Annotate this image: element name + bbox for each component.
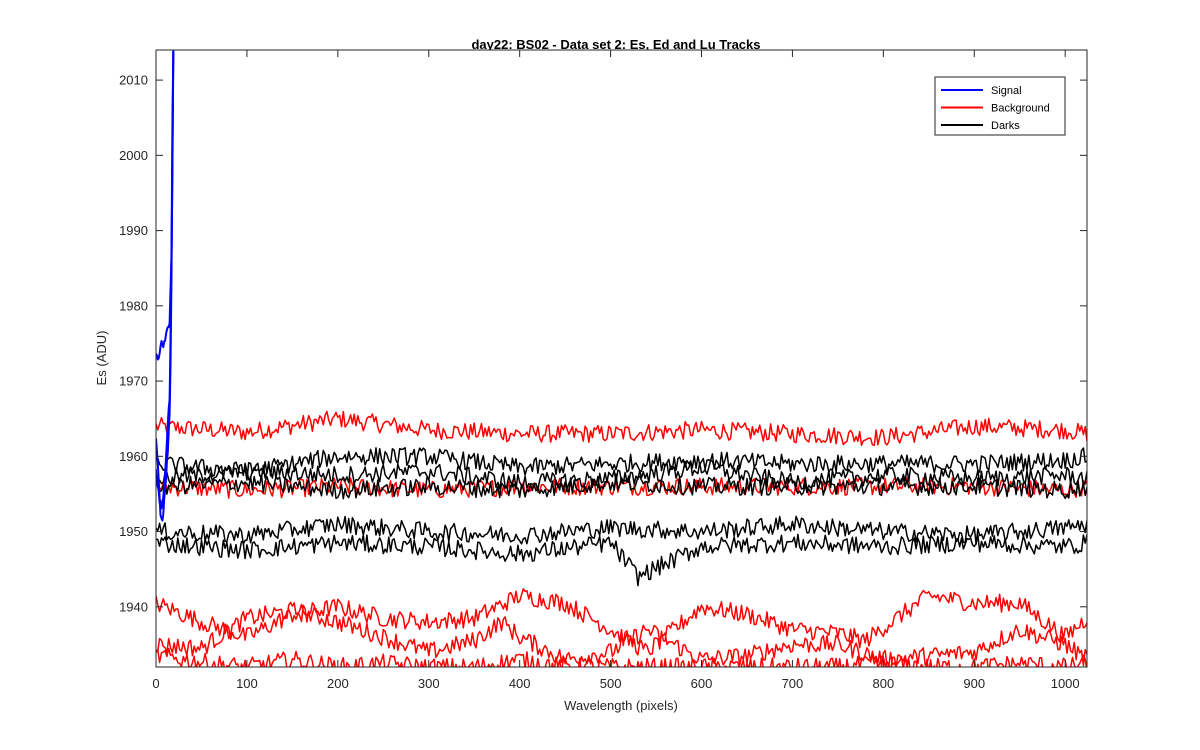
series-line-darks — [156, 515, 1087, 545]
plot-area — [156, 50, 1087, 667]
y-tick-label: 2000 — [119, 148, 148, 163]
x-tick-label: 1000 — [1051, 676, 1080, 691]
x-tick-label: 900 — [963, 676, 985, 691]
x-tick-label: 200 — [327, 676, 349, 691]
x-tick-label: 600 — [691, 676, 713, 691]
y-tick-label: 1970 — [119, 374, 148, 389]
x-tick-label: 500 — [600, 676, 622, 691]
axes-layer: 0 100 200 300 400 500 600 700 800 900 1000 1940 1950… — [119, 50, 1087, 691]
y-tick-label: 1980 — [119, 298, 148, 313]
series-line-background — [156, 601, 1087, 667]
y-tick-label: 1990 — [119, 223, 148, 238]
x-axis-label: Wavelength (pixels) — [564, 698, 678, 713]
series-line-darks — [156, 473, 1087, 500]
y-tick-label: 1950 — [119, 524, 148, 539]
series-layer — [156, 50, 1087, 667]
plot-frame — [155, 49, 1088, 668]
y-tick-label: 1940 — [119, 599, 148, 614]
legend-label: Background — [991, 103, 1050, 115]
x-tick-label: 300 — [418, 676, 440, 691]
x-tick-label: 400 — [509, 676, 531, 691]
series-line-darks — [156, 459, 1087, 492]
series-line-darks — [156, 447, 1087, 481]
series-line-background — [156, 410, 1087, 447]
series-line-signal — [156, 50, 175, 510]
y-axis-label: Es (ADU) — [94, 331, 109, 386]
x-tick-label: 0 — [152, 676, 159, 691]
x-tick-label: 100 — [236, 676, 258, 691]
x-tick-label: 800 — [872, 676, 894, 691]
y-tick-label: 2010 — [119, 73, 148, 88]
series-line-background — [156, 647, 1087, 667]
y-tick-label: 1960 — [119, 449, 148, 464]
legend: Signal Background Darks — [934, 76, 1066, 136]
series-line-darks — [156, 533, 1087, 587]
series-line-background — [156, 588, 1087, 656]
legend-label: Darks — [991, 120, 1020, 132]
x-tick-label: 700 — [782, 676, 804, 691]
legend-label: Signal — [991, 85, 1022, 97]
chart-title: day22: BS02 - Data set 2: Es, Ed and Lu … — [471, 37, 760, 52]
